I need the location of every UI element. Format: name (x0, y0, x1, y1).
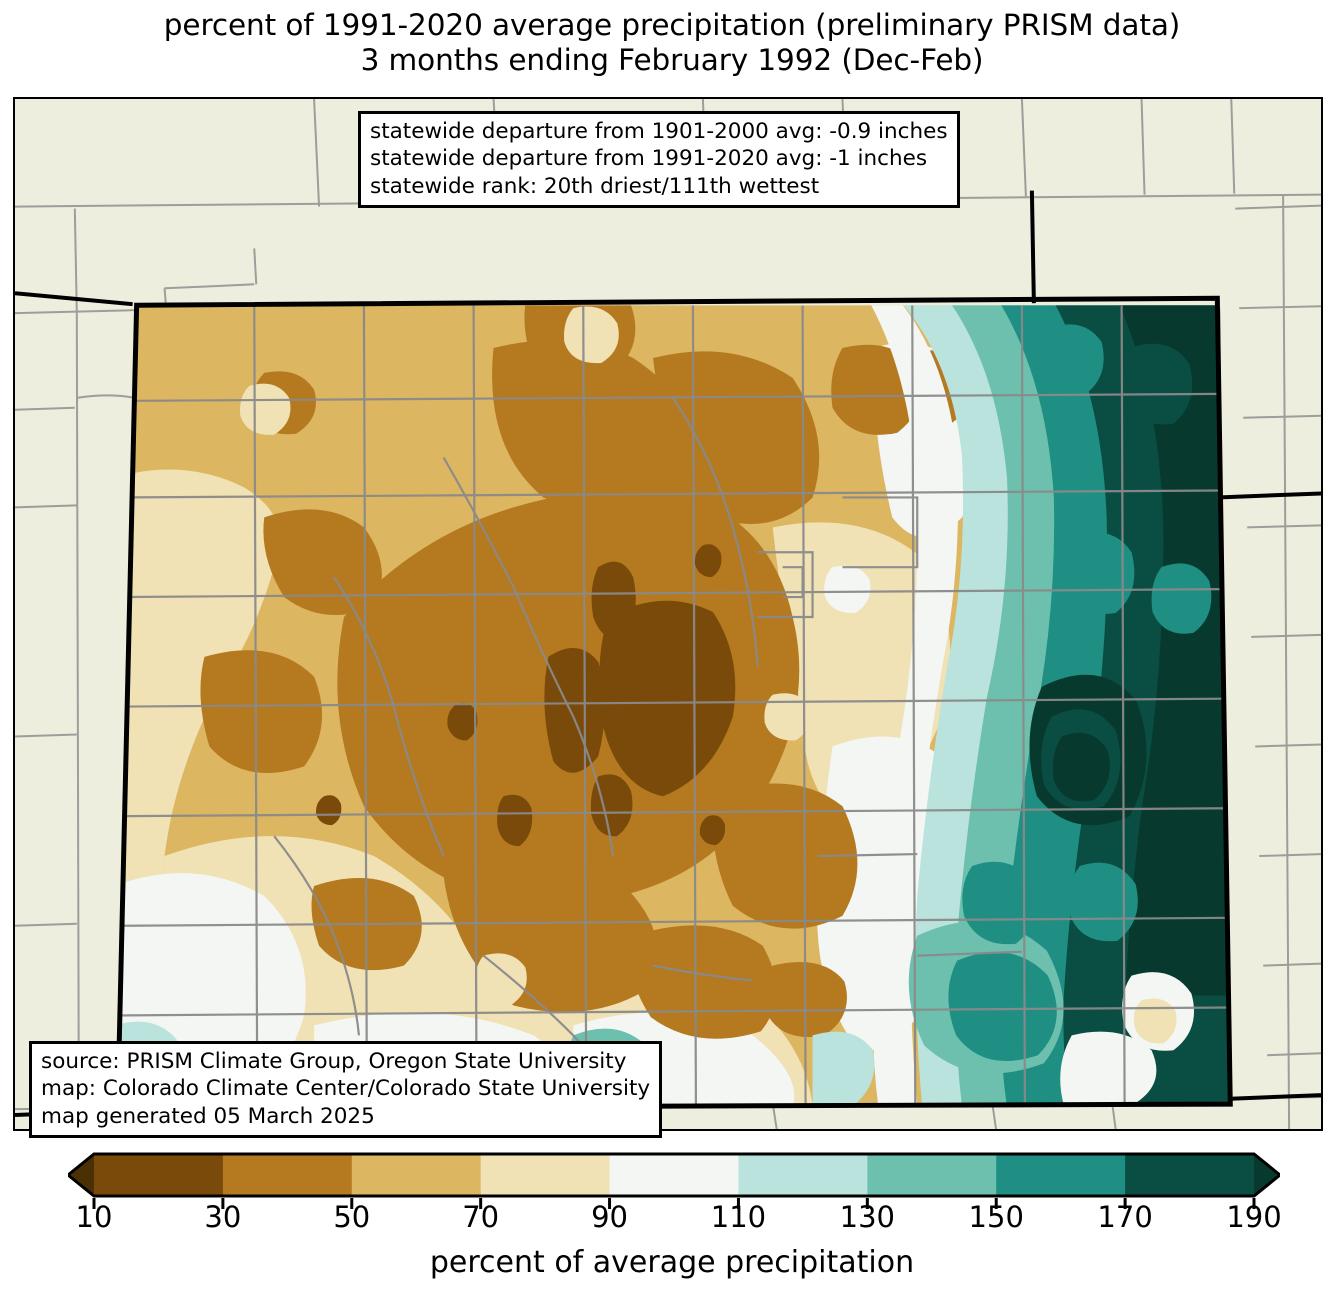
colorbar-tick-label: 50 (333, 1200, 371, 1234)
colorbar-band (609, 1154, 740, 1196)
colorbar-tick-label: 110 (710, 1200, 767, 1234)
colorbar-tick-label: 150 (968, 1200, 1024, 1234)
colorbar-tick-label: 90 (591, 1200, 628, 1234)
page-title: percent of 1991-2020 average precipitati… (0, 8, 1344, 78)
title-line-2: 3 months ending February 1992 (Dec-Feb) (360, 42, 984, 77)
colorbar-tick-label: 130 (839, 1200, 896, 1234)
map-canvas (15, 99, 1321, 1129)
colorbar-tick-label: 170 (1097, 1200, 1153, 1234)
colorbar-under-arrow (68, 1154, 94, 1196)
colorbar-band (1125, 1154, 1255, 1196)
colorbar-outline (68, 1152, 1280, 1198)
colorbar-band (738, 1154, 868, 1196)
colorbar-tick-label: 190 (1226, 1200, 1282, 1234)
colorado-county-lines (117, 305, 1231, 1106)
colorbar-band (480, 1154, 611, 1196)
stats-line-2: statewide departure from 1991-2020 avg: … (370, 146, 928, 172)
colorbar-band (351, 1154, 482, 1196)
colorbar-tick-labels: 10 30 50 70 90 110 130 150 170 190 (0, 1200, 1344, 1240)
title-line-1: percent of 1991-2020 average precipitati… (163, 8, 1181, 42)
colorbar-swatches (68, 1152, 1280, 1198)
colorbar-ticks (68, 1198, 1280, 1214)
colorbar-band (94, 1154, 224, 1196)
colorbar-band (996, 1154, 1126, 1196)
source-line-1: source: PRISM Climate Group, Oregon Stat… (41, 1049, 627, 1074)
source-attribution-box: source: PRISM Climate Group, Oregon Stat… (29, 1041, 663, 1138)
colorado-state-outline (115, 295, 1233, 1111)
colorbar-tick-label: 70 (462, 1200, 500, 1234)
colorbar-over-arrow (1254, 1154, 1280, 1196)
precipitation-map (13, 97, 1323, 1131)
stats-line-1: statewide departure from 1901-2000 avg: … (370, 119, 948, 144)
colorbar-band (867, 1154, 997, 1196)
source-line-3: map generated 05 March 2025 (41, 1103, 375, 1129)
colorbar-tick-label: 30 (204, 1200, 242, 1234)
colorbar (68, 1152, 1280, 1198)
statewide-stats-box: statewide departure from 1901-2000 avg: … (358, 111, 960, 208)
colorbar-tick-label: 10 (75, 1200, 113, 1234)
stats-line-3: statewide rank: 20th driest/111th wettes… (370, 173, 820, 199)
colorbar-band (222, 1154, 353, 1196)
source-line-2: map: Colorado Climate Center/Colorado St… (41, 1076, 651, 1102)
colorbar-axis-title: percent of average precipitation (429, 1245, 915, 1280)
